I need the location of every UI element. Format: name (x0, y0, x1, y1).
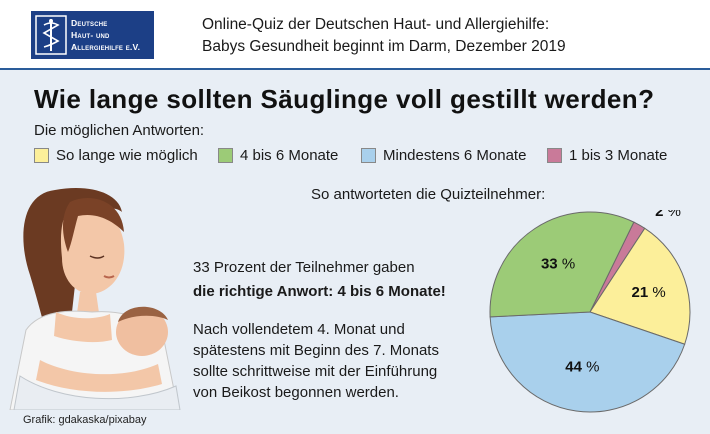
logo[interactable]: Deutsche Haut- und Allergiehilfe e.V. (31, 11, 154, 59)
image-credit: Grafik: gdakaska/pixabay (23, 414, 147, 426)
advice-text-line-3: sollte schrittweise mit der Einführung (193, 363, 438, 380)
logo-line-3: Allergiehilfe e.V. (71, 42, 141, 52)
pie-slice (489, 311, 686, 413)
legend-label: Mindestens 6 Monate (383, 147, 527, 164)
legend-swatch (218, 148, 233, 163)
caduceus-icon (35, 15, 67, 55)
logo-line-2: Haut- und (71, 30, 110, 40)
pie-slice (489, 211, 635, 318)
breastfeeding-illustration (9, 188, 181, 410)
pie-slice (589, 227, 691, 345)
logo-text: Deutsche Haut- und Allergiehilfe e.V. (71, 17, 140, 53)
chart-legend: So lange wie möglich 4 bis 6 Monate Mind… (34, 147, 694, 167)
legend-label: 1 bis 3 Monate (569, 147, 668, 164)
pie-data-label: 2 % (655, 210, 681, 220)
header: Deutsche Haut- und Allergiehilfe e.V. On… (0, 0, 710, 70)
legend-label: 4 bis 6 Monate (240, 147, 339, 164)
pie-chart: 2 % 21 % 44 % 33 % (489, 210, 691, 413)
legend-swatch (361, 148, 376, 163)
logo-line-1: Deutsche (71, 18, 108, 28)
result-text-line-2: die richtige Anwort: 4 bis 6 Monate! (193, 283, 446, 300)
pie-data-label: 33 % (541, 256, 575, 273)
legend-swatch (547, 148, 562, 163)
answers-label: Die möglichen Antworten: (34, 122, 205, 139)
advice-text-line-1: Nach vollendetem 4. Monat und (193, 321, 405, 338)
advice-text: Nach vollendetem 4. Monat und spätestens… (193, 319, 439, 403)
legend-label: So lange wie möglich (56, 147, 198, 164)
respondents-label: So antworteten die Quizteilnehmer: (311, 186, 546, 203)
advice-text-line-4: von Beikost begonnen werden. (193, 384, 399, 401)
question-title: Wie lange sollten Säuglinge voll gestill… (34, 84, 655, 114)
advice-text-line-2: spätestens mit Beginn des 7. Monats (193, 342, 439, 359)
header-title-line-1: Online-Quiz der Deutschen Haut- und Alle… (202, 16, 550, 33)
header-title-line-2: Babys Gesundheit beginnt im Darm, Dezemb… (202, 38, 566, 55)
legend-swatch (34, 148, 49, 163)
header-title: Online-Quiz der Deutschen Haut- und Alle… (202, 14, 566, 58)
result-text: 33 Prozent der Teilnehmer gaben die rich… (193, 256, 446, 304)
pie-data-label: 21 % (632, 284, 666, 301)
pie-data-label: 44 % (565, 358, 599, 375)
result-text-line-1: 33 Prozent der Teilnehmer gaben (193, 259, 415, 276)
